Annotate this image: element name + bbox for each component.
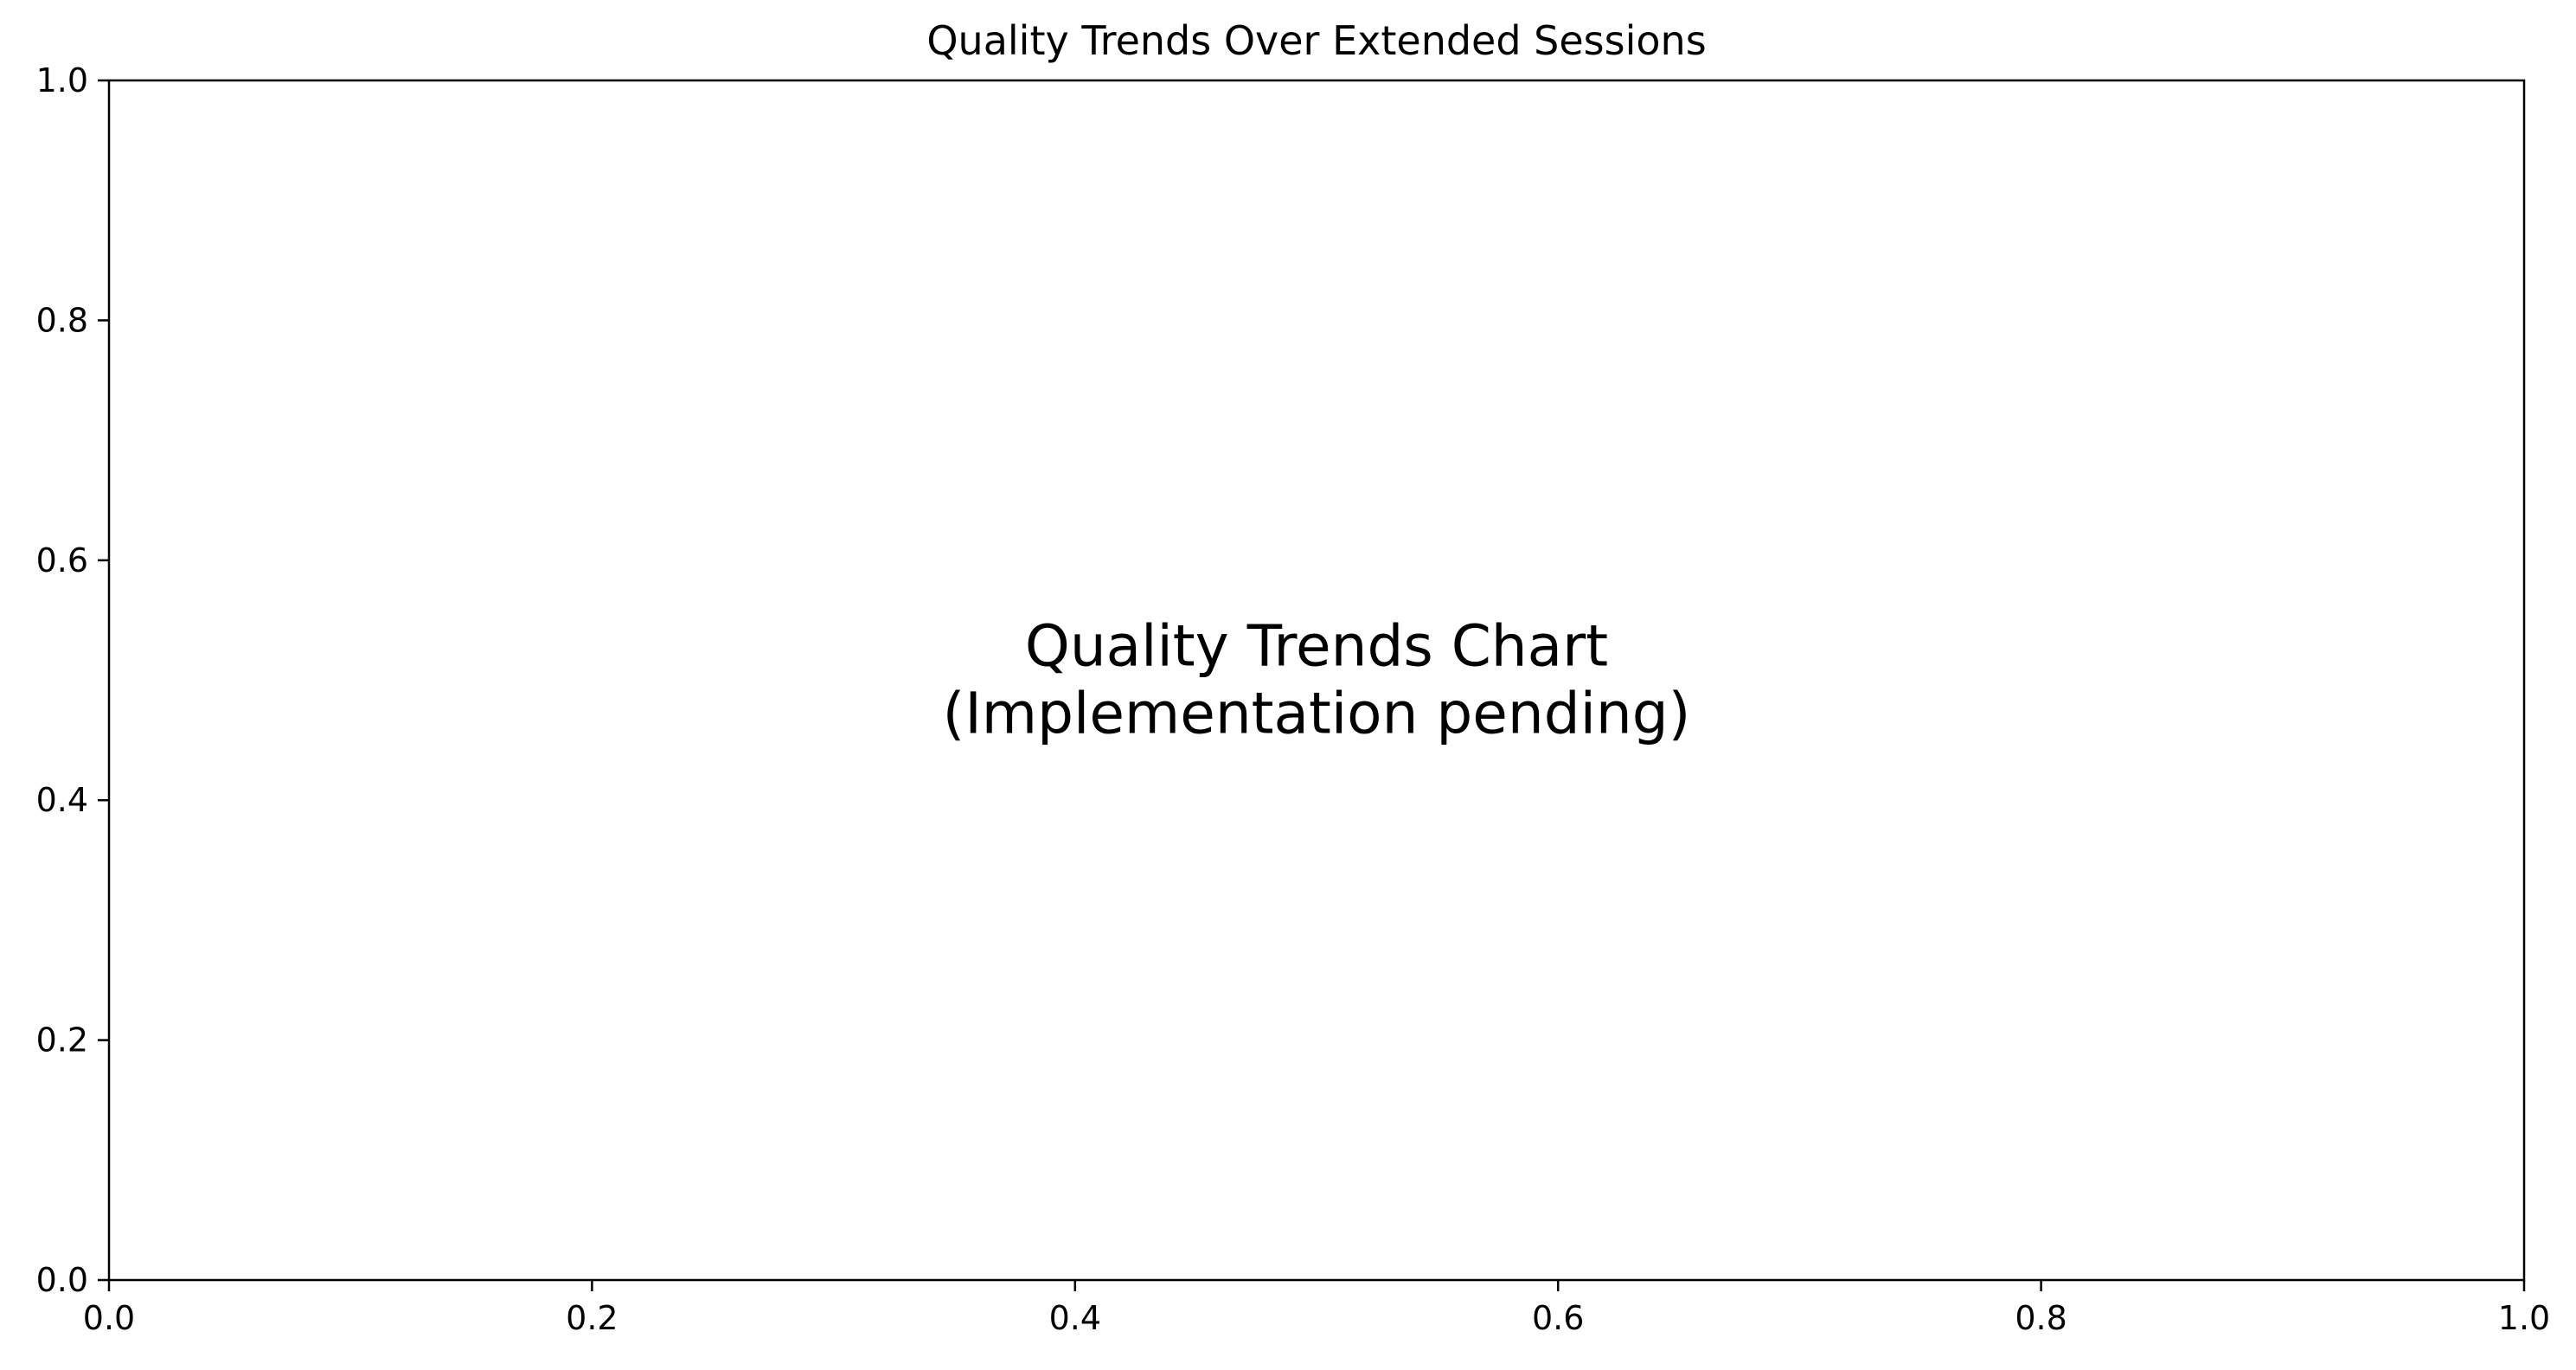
x-tick-label: 0.8	[2015, 1299, 2067, 1337]
annotation-text-line: Quality Trends Chart	[1025, 613, 1608, 680]
x-tick-label: 1.0	[2498, 1299, 2550, 1337]
chart-title: Quality Trends Over Extended Sessions	[926, 17, 1706, 64]
y-tick-label: 0.6	[36, 541, 88, 579]
x-tick-label: 0.2	[566, 1299, 618, 1337]
x-tick-label: 0.4	[1049, 1299, 1101, 1337]
axes-frame	[107, 79, 2526, 1282]
y-tick-label: 0.8	[36, 301, 88, 339]
y-tick-label: 1.0	[36, 61, 88, 99]
plot-area: 0.0 0.2 0.4 0.6 0.8 1.0 0.0 0.2 0.4 0.6 0.8 1.0 Qual…	[36, 61, 2551, 1337]
annotation-text-line: (Implementation pending)	[943, 681, 1691, 747]
x-tick-label: 0.6	[1532, 1299, 1584, 1337]
y-tick-label: 0.2	[36, 1021, 88, 1060]
x-tick-label: 0.0	[83, 1299, 135, 1337]
y-tick-label: 0.4	[36, 781, 88, 819]
y-tick-label: 0.0	[36, 1261, 88, 1299]
